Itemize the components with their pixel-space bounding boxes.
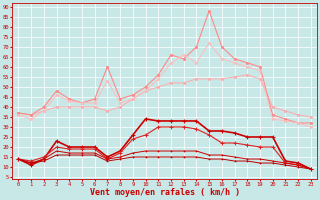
X-axis label: Vent moyen/en rafales ( km/h ): Vent moyen/en rafales ( km/h ) — [90, 188, 240, 197]
